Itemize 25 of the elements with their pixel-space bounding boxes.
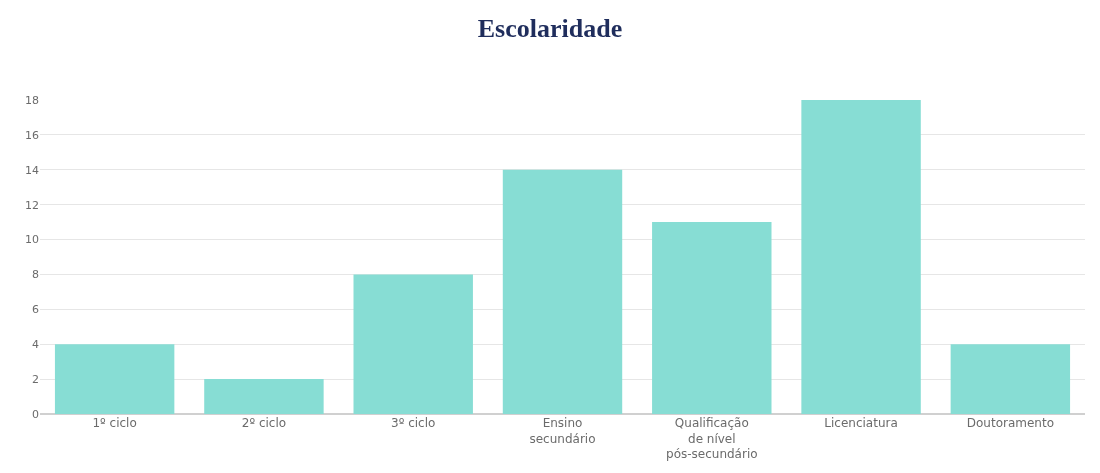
bar [950, 344, 1071, 414]
x-tick-label: 1º ciclo [92, 416, 137, 430]
bar [54, 344, 175, 414]
bar [353, 274, 473, 414]
y-tick-label: 12 [25, 198, 39, 212]
x-tick-label: Qualificação de nível pós-secundário [666, 416, 758, 462]
bar [801, 100, 921, 414]
y-tick-label: 14 [25, 163, 39, 177]
x-tick-label: Doutoramento [966, 416, 1054, 430]
y-tick-label: 6 [32, 303, 39, 317]
y-tick-label: 10 [25, 233, 39, 247]
y-tick-label: 0 [32, 407, 39, 421]
y-tick-label: 18 [25, 93, 39, 107]
y-tick-label: 4 [32, 338, 39, 352]
chart-title: Escolaridade [477, 14, 623, 44]
x-tick-label: Licenciatura [824, 416, 898, 430]
x-tick-label: 2º ciclo [241, 416, 287, 430]
y-tick-label: 8 [32, 268, 39, 282]
bar [502, 169, 623, 414]
x-tick-label: Ensino secundário [529, 416, 596, 446]
x-tick-label: 3º ciclo [391, 416, 436, 430]
y-tick-label: 2 [32, 372, 39, 386]
bar [652, 222, 772, 414]
y-tick-label: 16 [25, 128, 39, 142]
bar [204, 379, 324, 414]
